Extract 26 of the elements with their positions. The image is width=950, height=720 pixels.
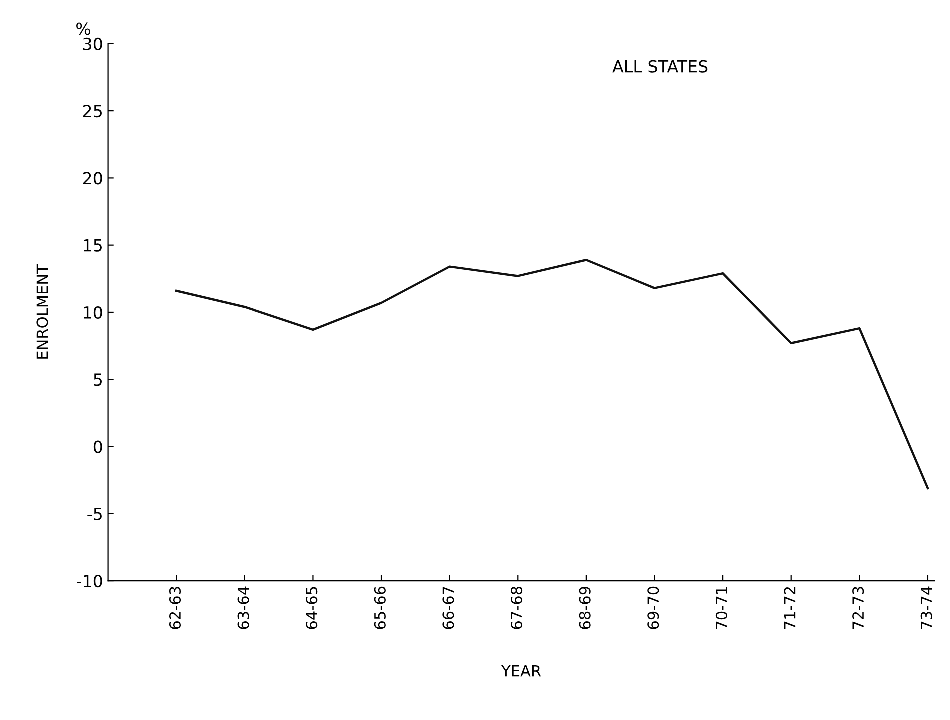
x-tick-label: 63-64 bbox=[238, 586, 250, 630]
text: ALL STATES bbox=[612, 60, 708, 73]
line-series bbox=[175, 259, 930, 490]
x-tick-label: 69-70 bbox=[648, 586, 660, 630]
x-tick-label: 70-71 bbox=[716, 587, 728, 630]
x-tick-label: 72-73 bbox=[852, 587, 864, 630]
y-tick-label: 30 bbox=[84, 38, 102, 50]
x-tick-label: 73-74 bbox=[920, 586, 932, 630]
y-tick-label: 5 bbox=[94, 374, 102, 386]
x-tick-label: 65-66 bbox=[374, 586, 386, 630]
y-tick-label: -10 bbox=[77, 575, 102, 588]
x-axis-title: YEAR bbox=[501, 665, 542, 677]
x-tick-label: 62-63 bbox=[169, 587, 182, 630]
y-axis-title: ENROLMENT bbox=[36, 264, 48, 359]
y-tick-label: -5 bbox=[88, 508, 102, 520]
y-tick-label: 15 bbox=[84, 240, 102, 252]
x-tick-label: 64-65 bbox=[306, 587, 318, 630]
text: % bbox=[76, 22, 91, 36]
y-tick-label: 0 bbox=[94, 440, 102, 454]
x-tick-label: 71-72 bbox=[784, 587, 796, 630]
x-tick-label: 66-67 bbox=[442, 587, 454, 630]
x-tick-label: 67-68 bbox=[511, 586, 523, 630]
y-tick-label: 20 bbox=[83, 172, 102, 185]
y-tick-label: 25 bbox=[83, 105, 102, 118]
y-tick-label: 10 bbox=[84, 306, 102, 320]
x-tick-label: 68-69 bbox=[579, 586, 591, 630]
